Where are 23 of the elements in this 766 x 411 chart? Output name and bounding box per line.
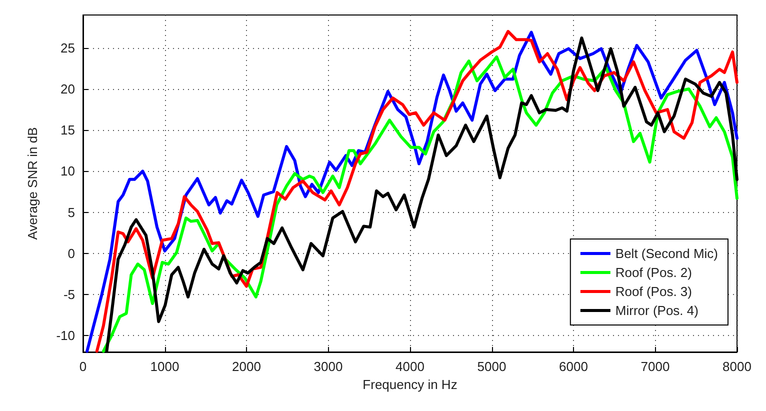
y-tick-label: 25: [60, 40, 75, 56]
y-tick-label: -5: [63, 286, 75, 302]
legend-label: Mirror (Pos. 4): [615, 303, 698, 318]
y-tick-label: 15: [60, 122, 75, 138]
x-tick-label: 1000: [150, 359, 180, 374]
y-tick-label: 5: [68, 204, 75, 220]
x-tick-label: 4000: [396, 359, 424, 374]
legend-label: Roof (Pos. 3): [615, 284, 692, 299]
x-tick-label: 6000: [559, 359, 588, 374]
x-tick-label: 0: [79, 359, 87, 374]
legend-label: Belt (Second Mic): [615, 246, 718, 261]
x-axis-title: Frequency in Hz: [362, 377, 458, 392]
y-tick-label: -10: [56, 328, 75, 344]
legend-label: Roof (Pos. 2): [615, 265, 692, 280]
x-tick-label: 7000: [640, 359, 670, 374]
x-tick-label: 3000: [314, 359, 343, 374]
x-tick-label: 8000: [722, 359, 752, 374]
y-tick-label: 20: [60, 81, 75, 96]
y-tick-label: 10: [60, 164, 75, 179]
y-axis-title: Average SNR in dB: [25, 127, 40, 240]
y-tick-label: 0: [68, 246, 75, 261]
x-tick-label: 2000: [232, 359, 261, 374]
x-tick-label: 5000: [477, 359, 506, 374]
